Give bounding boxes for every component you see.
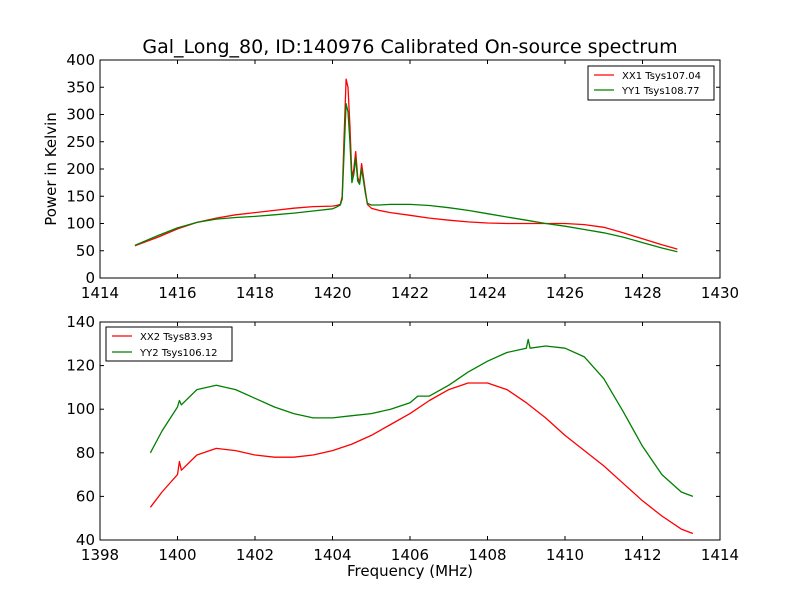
chart-title: Gal_Long_80, ID:140976 Calibrated On-sou… <box>142 36 677 58</box>
bottom-xtick-label: 1398 <box>81 546 119 564</box>
bottom-plot-xlabel: Frequency (MHz) <box>347 562 473 580</box>
top-ytick-label: 250 <box>66 133 95 151</box>
top-ytick-label: 400 <box>66 51 95 69</box>
top-series-line-yy <box>134 102 678 253</box>
bottom-plot-legend: XX2 Tsys83.93 YY2 Tsys106.12 <box>105 326 233 362</box>
bottom-plot: 1398 1400 1402 1404 1406 1408 1410 1412 1414 40 60… <box>66 313 739 580</box>
bottom-ytick-label: 80 <box>76 444 95 462</box>
bottom-xtick-label: 1412 <box>623 546 661 564</box>
bottom-ytick-label: 120 <box>66 357 95 375</box>
top-ytick-label: 200 <box>66 160 95 178</box>
top-xtick-label: 1428 <box>623 284 661 302</box>
top-xtick-label: 1424 <box>468 284 506 302</box>
top-plot-legend: XX1 Tsys107.04 YY1 Tsys108.77 <box>587 65 715 101</box>
top-legend-box <box>587 65 715 101</box>
top-xtick-label: 1418 <box>236 284 274 302</box>
bottom-ytick-label: 140 <box>66 313 95 331</box>
top-xtick-label: 1422 <box>391 284 429 302</box>
top-ytick-label: 100 <box>66 215 95 233</box>
top-ytick-label: 150 <box>66 187 95 205</box>
bottom-xtick-label: 1408 <box>468 546 506 564</box>
top-ytick-label: 50 <box>76 242 95 260</box>
bottom-legend-box <box>105 326 233 362</box>
top-ytick-label: 300 <box>66 106 95 124</box>
top-ytick-label: 0 <box>85 269 95 287</box>
bottom-xtick-label: 1406 <box>391 546 429 564</box>
top-xtick-label: 1414 <box>81 284 119 302</box>
top-plot: 1414 1416 1418 1420 1422 1424 1426 1428 1430 0 50 1… <box>42 51 739 302</box>
bottom-ytick-label: 60 <box>76 487 95 505</box>
bottom-xtick-label: 1404 <box>313 546 351 564</box>
bottom-plot-series <box>149 338 694 535</box>
bottom-series-line-xx <box>149 382 694 535</box>
legend-label-xx2: XX2 Tsys83.93 <box>140 332 213 343</box>
legend-label-yy1: YY1 Tsys108.77 <box>621 86 700 97</box>
top-xtick-label: 1416 <box>158 284 196 302</box>
top-xtick-label: 1426 <box>546 284 584 302</box>
legend-label-xx1: XX1 Tsys107.04 <box>622 71 701 82</box>
top-plot-frame <box>99 59 721 279</box>
top-xtick-label: 1430 <box>701 284 739 302</box>
bottom-xtick-label: 1400 <box>158 546 196 564</box>
bottom-xtick-label: 1402 <box>236 546 274 564</box>
bottom-series-line-yy <box>149 338 694 498</box>
bottom-ytick-label: 40 <box>76 531 95 549</box>
top-plot-ylabel: Power in Kelvin <box>42 112 60 226</box>
top-xtick-label: 1420 <box>313 284 351 302</box>
bottom-plot-ticks: 1398 1400 1402 1404 1406 1408 1410 1412 1414 40 60… <box>66 313 739 564</box>
top-plot-series <box>134 78 678 253</box>
bottom-plot-frame <box>99 321 721 541</box>
bottom-xtick-label: 1410 <box>546 546 584 564</box>
top-ytick-label: 350 <box>66 78 95 96</box>
legend-label-yy2: YY2 Tsys106.12 <box>139 348 218 359</box>
top-plot-ticks: 1414 1416 1418 1420 1422 1424 1426 1428 1430 0 50 1… <box>66 51 739 302</box>
bottom-xtick-label: 1414 <box>701 546 739 564</box>
bottom-ytick-label: 100 <box>66 400 95 418</box>
